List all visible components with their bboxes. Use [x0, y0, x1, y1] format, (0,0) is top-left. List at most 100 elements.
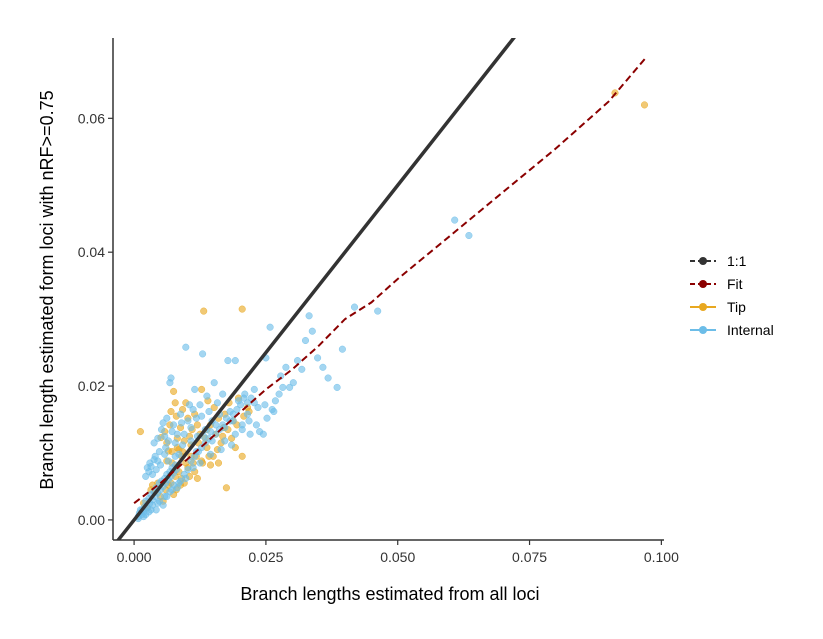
internal-point	[189, 464, 197, 472]
internal-point	[161, 432, 169, 440]
tip-point	[193, 474, 201, 482]
y-tick-label: 0.00	[78, 512, 105, 528]
internal-point	[147, 506, 155, 514]
internal-point	[250, 385, 258, 393]
internal-point	[212, 421, 220, 429]
y-tick-label: 0.04	[78, 244, 105, 260]
internal-point	[177, 419, 186, 427]
internal-point	[252, 421, 260, 429]
x-tick-label: 0.050	[380, 549, 415, 565]
tip-point	[167, 407, 175, 416]
tip-point	[238, 305, 246, 313]
legend-one-to-one-label: 1:1	[727, 253, 747, 269]
x-axis-ticks: 0.000 0.025 0.050 0.075 0.100	[117, 540, 679, 565]
internal-point	[164, 457, 172, 465]
internal-point	[350, 303, 359, 311]
internal-point	[266, 323, 274, 331]
internal-point	[163, 414, 171, 422]
internal-point	[374, 307, 382, 315]
tip-point	[238, 452, 246, 460]
internal-point	[246, 430, 254, 438]
internal-point	[259, 430, 267, 438]
internal-point	[161, 450, 169, 458]
x-tick-label: 0.100	[644, 549, 679, 565]
y-tick-label: 0.06	[78, 110, 105, 126]
internal-point	[210, 379, 218, 387]
internal-point	[199, 350, 207, 358]
internal-point	[293, 357, 302, 365]
internal-point	[185, 401, 194, 409]
internal-point	[282, 363, 290, 371]
internal-point	[168, 486, 176, 494]
internal-point	[203, 392, 211, 400]
internal-point	[224, 357, 232, 365]
internal-point	[187, 457, 195, 465]
internal-point	[171, 439, 179, 447]
internal-point	[182, 474, 190, 482]
internal-point	[263, 414, 271, 422]
internal-point	[196, 401, 204, 409]
x-tick-label: 0.075	[512, 549, 547, 565]
internal-point	[221, 437, 229, 445]
internal-point	[171, 452, 179, 460]
tip-point	[171, 399, 179, 407]
internal-point	[233, 405, 241, 414]
internal-point	[219, 390, 227, 398]
internal-point	[270, 407, 278, 416]
internal-point	[324, 374, 332, 382]
y-axis-ticks: 0.00 0.02 0.04 0.06	[78, 110, 113, 528]
legend-tip-marker	[699, 303, 707, 311]
internal-point	[162, 444, 170, 452]
legend: 1:1 Fit Tip Internal	[690, 253, 774, 338]
legend-tip-label: Tip	[727, 299, 746, 315]
internal-point	[148, 470, 157, 478]
internal-point	[319, 363, 327, 371]
tip-point	[136, 428, 144, 436]
internal-point	[184, 417, 192, 425]
internal-point	[196, 459, 204, 467]
tip-point	[193, 421, 201, 429]
tip-point	[198, 385, 206, 393]
internal-point	[286, 383, 294, 391]
internal-point	[156, 461, 165, 469]
internal-point	[152, 466, 160, 474]
internal-point	[147, 462, 155, 470]
internal-point	[198, 412, 206, 420]
internal-point	[213, 399, 221, 407]
internal-point	[150, 439, 158, 447]
internal-point	[245, 417, 253, 425]
internal-point	[179, 441, 187, 449]
internal-point	[238, 426, 246, 434]
internal-point	[298, 365, 306, 373]
internal-point	[451, 216, 459, 224]
internal-point	[164, 437, 172, 445]
internal-point	[231, 357, 239, 365]
internal-point	[206, 450, 215, 458]
internal-point	[237, 401, 245, 409]
internal-point	[261, 401, 269, 409]
internal-point	[308, 327, 316, 335]
tip-point	[214, 459, 223, 467]
legend-internal-label: Internal	[727, 322, 774, 338]
y-axis-title: Branch length estimated form loci with n…	[37, 90, 57, 489]
internal-point	[271, 397, 279, 405]
internal-point	[240, 394, 248, 402]
internal-point	[189, 405, 197, 414]
internal-point	[333, 383, 341, 391]
internal-point	[231, 430, 239, 438]
internal-point	[180, 430, 188, 438]
internal-point	[205, 407, 213, 416]
internal-point	[314, 354, 322, 362]
internal-point	[170, 421, 178, 429]
internal-point	[154, 499, 162, 507]
internal-point	[161, 492, 169, 501]
internal-point	[289, 379, 297, 387]
internal-point	[187, 424, 195, 432]
internal-point	[157, 426, 166, 434]
internal-point	[279, 383, 287, 391]
internal-point	[338, 345, 346, 353]
y-tick-label: 0.02	[78, 378, 105, 394]
internal-point	[191, 385, 199, 393]
x-axis-title: Branch lengths estimated from all loci	[240, 584, 539, 604]
